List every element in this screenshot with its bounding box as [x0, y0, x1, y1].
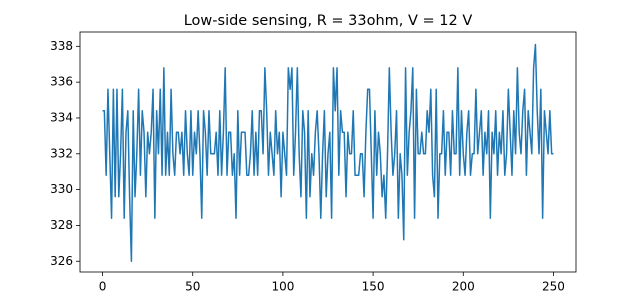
y-tick-label: 338: [50, 39, 73, 53]
chart-title: Low-side sensing, R = 33ohm, V = 12 V: [184, 13, 473, 29]
x-tick-label: 200: [452, 280, 475, 294]
x-tick-label: 250: [542, 280, 565, 294]
y-tick-label: 336: [50, 75, 73, 89]
x-tick-label: 50: [185, 280, 200, 294]
y-tick-label: 326: [50, 254, 73, 268]
axes-frame: [79, 31, 577, 273]
y-tick-label: 328: [50, 218, 73, 232]
x-tick-label: 100: [271, 280, 294, 294]
data-line: [102, 43, 554, 262]
y-tick-label: 330: [50, 182, 73, 196]
x-tick-label: 0: [99, 280, 107, 294]
y-tick-label: 334: [50, 110, 73, 124]
x-tick-label: 150: [362, 280, 385, 294]
y-tick-label: 332: [50, 146, 73, 160]
